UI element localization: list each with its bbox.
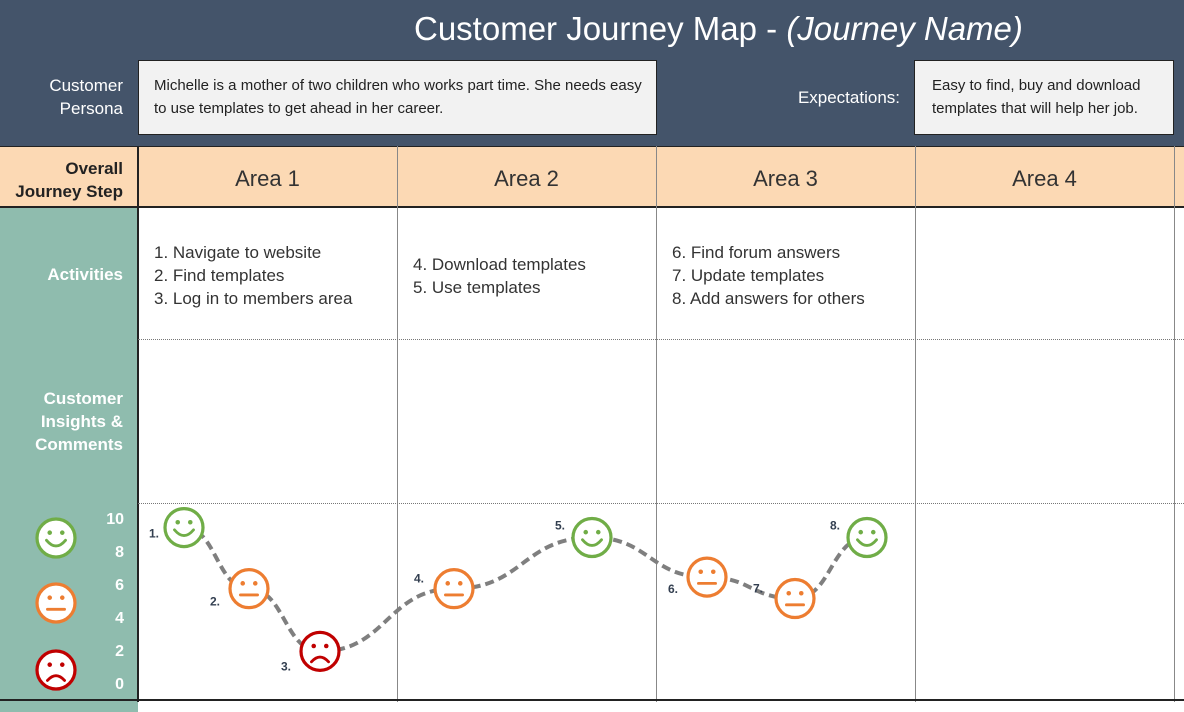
point-face-2 [228, 568, 270, 610]
activity-item: 6. Find forum answers [672, 243, 841, 262]
activity-item: 7. Update templates [672, 266, 825, 285]
left-label-column [0, 208, 138, 712]
area-header-3: Area 3 [753, 166, 818, 191]
y-tick-label: 10 [106, 511, 124, 528]
activity-item: 3. Log in to members area [154, 289, 353, 308]
activity-item: 1. Navigate to website [154, 243, 322, 262]
point-label: 7. [753, 582, 763, 596]
divider-3 [915, 146, 916, 702]
row-divider-insights [138, 503, 1184, 504]
point-face-4 [433, 568, 475, 610]
activities-area-1: 1. Navigate to website 2. Find templates… [154, 241, 352, 310]
point-face-8 [846, 516, 888, 559]
point-label: 2. [210, 595, 220, 609]
divider-1 [397, 146, 398, 702]
activities-label: Activities [47, 265, 123, 284]
activity-item: 2. Find templates [154, 266, 285, 285]
activity-item: 4. Download templates [413, 255, 586, 274]
page-title: Customer Journey Map - (Journey Name) [414, 10, 1023, 47]
point-face-3 [299, 630, 341, 672]
bottom-border [0, 699, 1184, 701]
activities-area-2: 4. Download templates 5. Use templates [413, 253, 586, 299]
y-tick-label: 6 [115, 577, 124, 594]
activities-area-3: 6. Find forum answers 7. Update template… [672, 241, 865, 310]
expectations-box: Easy to find, buy and download templates… [914, 60, 1174, 135]
area-header-2: Area 2 [494, 166, 559, 191]
area-header-1: Area 1 [235, 166, 300, 191]
activity-item: 5. Use templates [413, 278, 541, 297]
persona-box: Michelle is a mother of two children who… [138, 60, 657, 135]
divider-left [137, 146, 139, 702]
row-divider-activities [138, 339, 1184, 340]
activity-item: 8. Add answers for others [672, 289, 865, 308]
persona-label: Customer Persona [49, 76, 123, 118]
insights-label: Customer Insights & Comments [35, 389, 123, 454]
point-face-6 [686, 556, 728, 598]
point-face-5 [571, 516, 613, 559]
point-label: 8. [830, 519, 840, 533]
happy-face-icon [35, 517, 77, 559]
area-header-4: Area 4 [1012, 166, 1077, 191]
journey-step-label: Overall Journey Step [15, 159, 123, 201]
divider-2 [656, 146, 657, 702]
point-face-7 [774, 577, 816, 620]
journey-name: (Journey Name) [786, 10, 1023, 47]
sentiment-line [183, 525, 868, 654]
y-tick-label: 2 [115, 643, 124, 660]
point-label: 3. [281, 659, 291, 673]
point-label: 5. [555, 519, 565, 533]
expectations-label: Expectations: [797, 88, 900, 107]
journey-step-row [0, 146, 1184, 208]
header-bar: Customer Journey Map - (Journey Name) Cu… [0, 0, 1184, 146]
divider-4 [1174, 146, 1175, 702]
neutral-face-icon [35, 582, 77, 624]
y-tick-label: 8 [115, 544, 124, 561]
sad-face-icon [35, 649, 77, 691]
y-tick-label: 0 [115, 676, 124, 693]
point-label: 4. [414, 572, 424, 586]
point-label: 1. [149, 527, 159, 541]
point-face-1 [163, 506, 205, 549]
point-label: 6. [668, 582, 678, 596]
y-tick-label: 4 [115, 610, 124, 627]
